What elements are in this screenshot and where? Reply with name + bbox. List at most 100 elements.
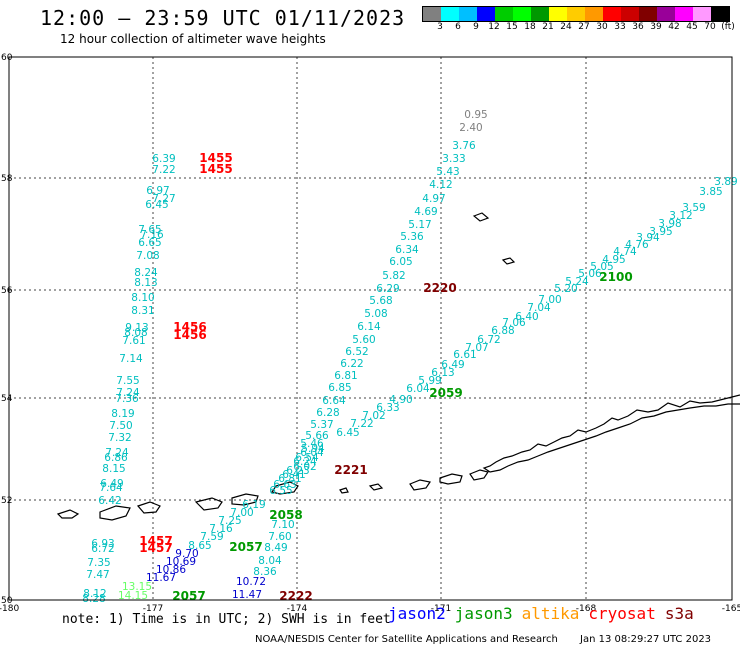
graticule: -180 -177 -174 -171 -168 -165 60 58 56 54 52 50 <box>0 53 740 614</box>
satellite-legend: jason2 jason3 altika cryosat s3a <box>388 604 703 623</box>
color-scale-label: 36 <box>632 22 644 32</box>
color-scale-label: 9 <box>473 22 479 32</box>
wave-height-label: 7.14 <box>119 353 143 365</box>
pass-time-label: 2221 <box>334 463 367 477</box>
pass-time-label: 2059 <box>429 386 462 400</box>
wave-height-label: 5.82 <box>382 270 405 282</box>
pass-time-label: 2057 <box>172 589 205 603</box>
wave-height-label: 7.16 <box>140 229 164 241</box>
lon-tick-label: -177 <box>143 604 163 614</box>
wave-height-label: 7.04 <box>527 302 551 314</box>
wave-height-label: 6.97 <box>146 185 169 197</box>
wave-height-label: 6.54 <box>295 452 319 464</box>
wave-height-label: 4.95 <box>602 254 625 266</box>
wave-height-label: 6.45 <box>336 427 359 439</box>
wave-height-label: 5.05 <box>590 261 613 273</box>
color-scale-bar <box>422 6 730 22</box>
color-swatch <box>531 7 549 21</box>
color-scale-label: 21 <box>542 22 554 32</box>
color-swatch <box>711 7 729 21</box>
lat-tick-label: 52 <box>1 496 12 506</box>
wave-height-label: 6.42 <box>98 495 121 507</box>
lat-tick-label: 56 <box>1 286 13 296</box>
wave-height-label: 7.06 <box>502 317 526 329</box>
wave-height-label: 2.40 <box>459 122 482 134</box>
island-amukta <box>339 487 349 494</box>
wave-height-label: 7.10 <box>271 519 294 531</box>
wave-height-label: 6.29 <box>376 283 399 295</box>
wave-height-label: 8.13 <box>134 277 157 289</box>
island-umnak <box>409 479 431 491</box>
track-annotations: 6.397.226.977.276.457.657.166.657.088.24… <box>82 109 737 605</box>
wave-height-label: 8.10 <box>131 292 154 304</box>
pass-time-label: 2058 <box>269 508 302 522</box>
wave-height-label: 7.59 <box>200 531 223 543</box>
wave-height-label: 5.06 <box>578 268 602 280</box>
color-swatch <box>657 7 675 21</box>
wave-height-label: 6.05 <box>389 256 412 268</box>
wave-height-label: 11.47 <box>232 589 262 601</box>
color-scale-label: 15 <box>506 22 518 32</box>
lat-tick-label: 58 <box>1 174 13 184</box>
wave-height-label: 5.66 <box>305 430 329 442</box>
footer-note: note: 1) Time is in UTC; 2) SWH is in fe… <box>62 612 391 627</box>
page-subtitle: 12 hour collection of altimeter wave hei… <box>60 32 326 46</box>
wave-height-label: 7.32 <box>108 432 131 444</box>
wave-height-label: 6.72 <box>477 334 500 346</box>
wave-height-label: 7.25 <box>218 515 241 527</box>
wave-height-label: 5.60 <box>352 334 375 346</box>
island-tanaga <box>194 497 223 511</box>
wave-height-label: 6.65 <box>138 237 161 249</box>
wave-height-label: 3.59 <box>682 202 705 214</box>
wave-height-label: 4.76 <box>625 239 649 251</box>
wave-height-label: 5.17 <box>408 219 431 231</box>
legend-s3a: s3a <box>664 604 694 623</box>
alaska-peninsula-coast <box>482 394 740 473</box>
island-atka <box>271 481 299 495</box>
wave-height-label: 6.49 <box>100 478 123 490</box>
color-scale-label: (ft) <box>721 22 735 32</box>
pass-time-label: 2220 <box>423 281 456 295</box>
wave-height-label: 7.02 <box>362 410 385 422</box>
wave-height-label: 7.36 <box>115 393 139 405</box>
wave-height-label: 6.33 <box>376 402 399 414</box>
color-scale-labels: 3 6 9 12 15 18 21 24 27 30 33 36 39 42 45 70 (ft) <box>422 22 740 34</box>
color-swatch <box>549 7 567 21</box>
pass-time-label: 1455 <box>199 162 232 176</box>
wave-height-label: 8.49 <box>264 542 287 554</box>
lon-tick-label: -174 <box>287 604 308 614</box>
wave-height-label: 5.20 <box>554 283 577 295</box>
wave-height-label: 5.24 <box>565 276 589 288</box>
wave-height-label: 6.93 <box>91 538 114 550</box>
color-scale-label: 3 <box>437 22 443 32</box>
wave-height-label: 7.24 <box>105 447 129 459</box>
wave-height-label: 6.64 <box>322 395 346 407</box>
wave-height-label: 7.61 <box>122 335 145 347</box>
color-scale-label: 6 <box>455 22 461 32</box>
wave-height-label: 7.35 <box>87 557 110 569</box>
pass-time-label: 1457 <box>139 534 172 548</box>
legend-altika: altika <box>521 604 580 623</box>
wave-height-label: 6.63 <box>273 479 296 491</box>
color-swatch <box>693 7 711 21</box>
pass-time-label: 2100 <box>599 270 632 284</box>
wave-height-label: 10.69 <box>166 556 196 568</box>
wave-height-label: 8.36 <box>253 566 277 578</box>
wave-height-label: 10.72 <box>236 576 266 588</box>
wave-height-label: 4.69 <box>414 206 437 218</box>
wave-height-label: 5.94 <box>301 443 325 455</box>
wave-height-label: 6.52 <box>345 346 368 358</box>
legend-jason2: jason2 <box>388 604 446 623</box>
wave-height-label: 5.99 <box>418 375 441 387</box>
color-swatch <box>585 7 603 21</box>
wave-height-label: 6.04 <box>300 447 324 459</box>
wave-height-label: 6.24 <box>293 456 317 468</box>
color-scale-label: 33 <box>614 22 626 32</box>
wave-height-label: 7.65 <box>138 224 161 236</box>
legend-jason3: jason3 <box>454 604 513 623</box>
color-scale-label: 42 <box>668 22 680 32</box>
island-pribilof-stgeorge <box>501 257 516 265</box>
wave-height-label: 4.12 <box>429 179 452 191</box>
wave-height-label: 8.08 <box>124 327 147 339</box>
